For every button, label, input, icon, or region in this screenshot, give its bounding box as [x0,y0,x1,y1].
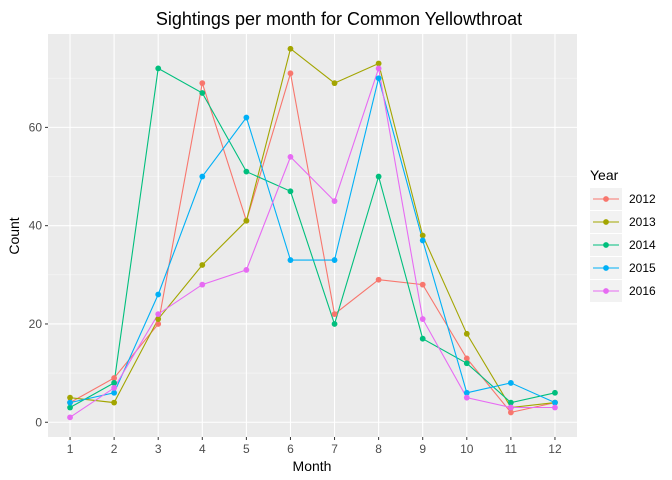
x-tick-label: 3 [155,442,162,456]
x-tick-label: 12 [548,442,562,456]
data-point-2012 [111,375,118,381]
data-point-2013 [67,394,73,401]
data-point-2016 [287,153,294,160]
data-point-2016 [552,404,558,411]
data-point-2012 [463,355,470,362]
y-axis-title: Count [6,217,22,254]
data-point-2016 [463,394,470,401]
legend-label-2016: 2016 [629,284,656,298]
data-point-2012 [331,311,338,318]
series-line-2015 [69,78,556,404]
data-point-2016 [331,198,338,204]
x-axis-title: Month [293,458,332,474]
data-point-2016 [375,65,382,72]
x-tick-label: 8 [375,442,382,456]
data-point-2012 [287,70,294,77]
x-tick-label: 4 [199,442,206,456]
data-point-2015 [375,75,382,82]
data-point-2016 [243,267,250,273]
data-point-2015 [287,257,294,263]
x-tick-label: 1 [67,442,74,456]
data-point-2015 [507,380,514,386]
series-line-2013 [69,47,556,409]
data-point-2013 [463,330,470,337]
x-tick-label: 6 [287,442,294,456]
y-tick-label: 60 [29,120,43,134]
data-point-2016 [199,281,206,288]
data-point-2013 [287,45,294,52]
x-tick-label: 9 [419,442,426,456]
legend: Year 2012 2013 2014 2015 2016 [590,167,656,302]
data-point-2013 [243,217,250,224]
legend-label-2012: 2012 [629,192,656,206]
data-point-2014 [463,360,470,367]
data-point-2015 [419,237,426,244]
x-tick-label: 7 [331,442,338,456]
y-tick-label: 40 [29,219,43,233]
y-axis: 0 20 40 60 [29,120,48,429]
data-point-2014 [155,65,162,72]
data-point-2014 [552,389,558,396]
legend-key-point [603,242,609,248]
data-point-2012 [199,80,206,87]
series-line-2014 [69,67,556,408]
x-tick-label: 10 [460,442,474,456]
legend-label-2015: 2015 [629,261,656,275]
data-point-2015 [199,173,206,180]
data-point-2016 [67,414,73,421]
data-point-2013 [375,60,382,67]
legend-key-point [603,219,609,225]
data-point-2015 [243,114,250,121]
chart-title: Sightings per month for Common Yellowthr… [156,9,522,29]
data-point-2014 [199,90,206,96]
data-point-2012 [419,281,426,288]
data-point-2014 [331,321,338,327]
data-point-2016 [111,384,118,391]
x-tick-label: 11 [505,442,518,456]
data-point-2015 [552,399,558,406]
data-point-2013 [155,316,162,322]
legend-key-point [603,288,609,294]
data-point-2016 [507,404,514,411]
x-axis: 1 2 3 4 5 6 7 8 9 10 11 12 [67,437,562,456]
y-tick-label: 20 [29,317,43,331]
data-point-2014 [375,173,382,180]
data-point-2015 [155,291,162,298]
data-point-2014 [287,188,294,195]
major-gridlines [48,34,577,437]
x-tick-label: 5 [243,442,250,456]
minor-gridlines [48,77,577,374]
data-point-2013 [331,80,338,87]
legend-label-2013: 2013 [629,215,656,229]
x-tick-label: 2 [111,442,118,456]
legend-key-point [603,265,609,271]
data-point-2016 [155,311,162,318]
data-point-2013 [111,399,118,406]
data-point-2013 [419,232,426,239]
data-point-2015 [463,389,470,396]
data-point-2016 [419,316,426,322]
data-point-2012 [507,409,514,416]
data-point-2015 [67,399,73,406]
series-layer [67,45,558,421]
legend-title: Year [590,167,619,183]
data-point-2013 [199,262,206,268]
y-tick-label: 0 [35,415,42,429]
data-point-2012 [155,321,162,327]
data-point-2015 [111,389,118,396]
legend-label-2014: 2014 [629,238,656,252]
data-point-2014 [507,399,514,406]
legend-key-point [603,196,609,202]
series-line-2016 [69,68,555,418]
data-point-2012 [375,276,382,283]
data-point-2014 [67,404,73,411]
data-point-2014 [243,168,250,175]
data-point-2014 [419,335,426,342]
data-point-2015 [331,257,338,263]
data-point-2014 [111,380,118,386]
